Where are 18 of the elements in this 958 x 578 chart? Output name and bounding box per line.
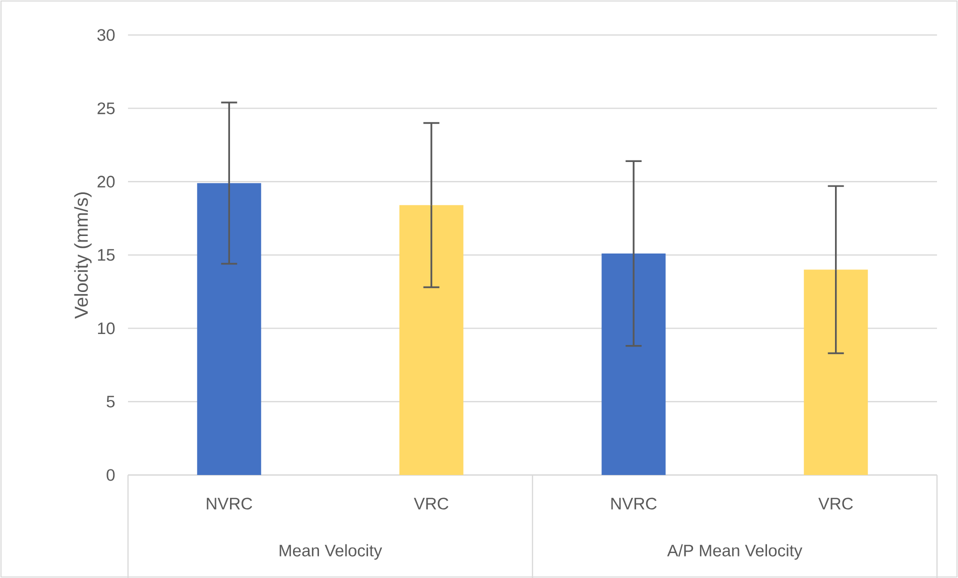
x-tick-label: VRC [818, 498, 853, 510]
text: Mean Velocity [280, 544, 382, 560]
y-tick-label: 0 [106, 469, 115, 481]
y-axis-title: Velocity (mm/s) [74, 192, 92, 319]
bar [399, 205, 464, 475]
bar [804, 270, 868, 475]
x-tick-label: NVRC [611, 498, 657, 510]
y-tick-label: 30 [97, 29, 115, 41]
y-tick-label: 25 [98, 102, 115, 114]
y-tick-label: 10 [98, 322, 115, 334]
y-tick-label: 15 [98, 249, 115, 261]
text: A/P Mean Velocity [667, 544, 802, 560]
bar [602, 254, 666, 475]
y-tick-label: 20 [98, 176, 115, 188]
x-tick-label: NVRC [206, 498, 252, 510]
y-tick-label: 5 [106, 396, 115, 408]
x-tick-label: VRC [414, 498, 448, 510]
bar [197, 183, 262, 475]
